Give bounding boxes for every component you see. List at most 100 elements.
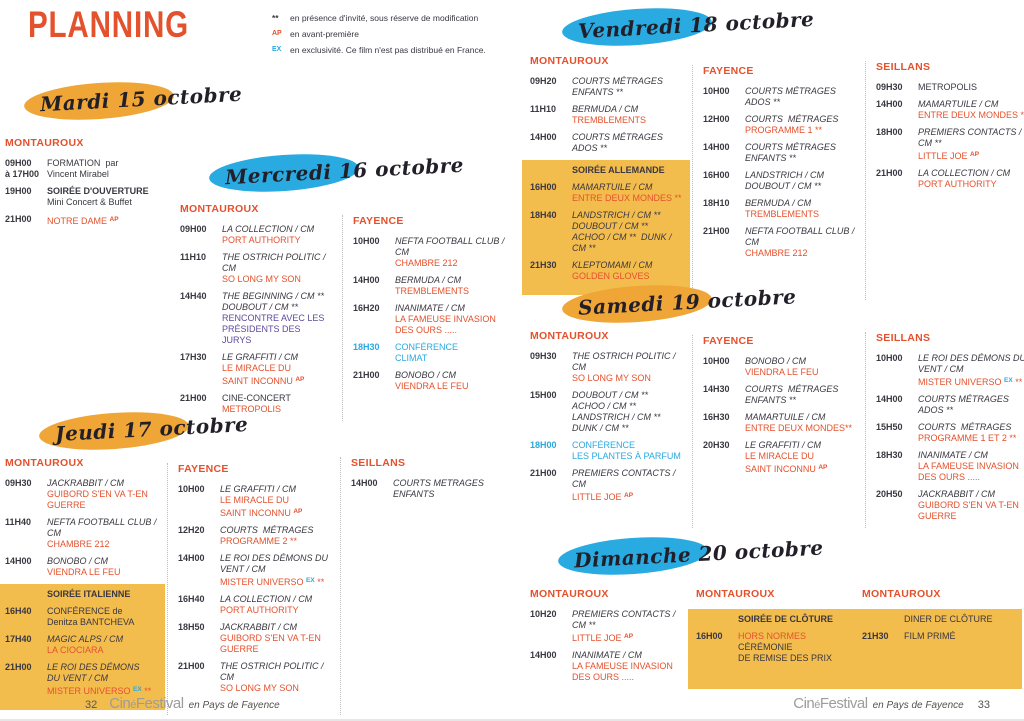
schedule-group: 10H00 NEFTA FOOTBALL CLUB / CM CHAMBRE 212… — [353, 236, 505, 392]
schedule-entry: 10H20 PREMIERS CONTACTS / CM ** LITTLE JOE… — [530, 609, 682, 644]
entry-time: 10H20 — [530, 609, 557, 619]
entry-line: VENT / CM — [220, 564, 266, 574]
entry-line: LE GRAFFITI / CM — [220, 484, 297, 494]
entry-line: ENFANTS ** — [745, 153, 796, 163]
entry-lines: LA COLLECTION / CM PORT AUTHORITY — [222, 224, 332, 246]
day-section-jeudi: Jeudi 17 octobre MONTAUROUX 09H30 JACKRABB… — [0, 407, 510, 715]
schedule-entry: 16H40 CONFÉRENCE de Denitza BANTCHEVA — [5, 606, 157, 628]
entry-time: 21H30 — [862, 631, 889, 641]
schedule-entry: 14H00 BONOBO / CM VIENDRA LE FEU — [5, 556, 157, 578]
entry-line: LE ROI DES DÉMONS — [47, 662, 140, 672]
schedule-entry: 11H40 NEFTA FOOTBALL CLUB / CM CHAMBRE 212 — [5, 517, 157, 550]
entry-line: LA COLLECTION / CM — [220, 594, 313, 604]
entry-lines: BONOBO / CM VIENDRA LE FEU — [395, 370, 505, 392]
entry-line: PREMIERS CONTACTS / CM ** — [918, 127, 1024, 148]
schedule-entry: 21H30 FILM PRIMÉ — [862, 631, 1014, 642]
entry-lines: MAGIC ALPS / CM LA CIOCIARA — [47, 634, 157, 656]
entry-line: ENFANTS ** — [572, 87, 623, 97]
entry-time: 16H00 — [696, 631, 723, 641]
entry-line: ENFANTS — [393, 489, 435, 499]
entry-line: BERMUDA / CM — [395, 275, 462, 285]
entry-lines: LE ROI DES DÉMONS DU VENT / CM MISTER UNIV… — [918, 353, 1024, 388]
entry-line: COURTS MÉTRAGES — [745, 114, 839, 124]
schedule-entry: 16H20 INANIMATE / CM LA FAMEUSE INVASION DE… — [353, 303, 505, 336]
entry-lines: PREMIERS CONTACTS / CM ** LITTLE JOE AP — [918, 127, 1024, 162]
legend-symbol-ap: AP — [272, 30, 282, 37]
entry-line: LE GRAFFITI / CM — [745, 440, 822, 450]
highlighted-event-block: SOIRÉE DE CLÔTURE 16H00 HORS NORMES CÉRÉMON… — [688, 609, 862, 689]
schedule-entry: 09H00 à 17H00 FORMATION par Vincent Mirabel — [5, 158, 165, 180]
entry-line: GUERRE — [918, 511, 957, 521]
entry-line: ADOS ** — [572, 143, 608, 153]
entry-lines: NEFTA FOOTBALL CLUB / CM CHAMBRE 212 — [395, 236, 505, 269]
entry-lines: CONFÉRENCE de Denitza BANTCHEVA — [47, 606, 157, 628]
entry-line: HORS NORMES — [738, 631, 807, 641]
entry-line: PREMIERS CONTACTS / CM ** — [572, 609, 678, 630]
legend-item: AP en avant-première — [272, 29, 486, 39]
entry-lines: NOTRE DAME AP — [47, 214, 165, 227]
entry-lines: SOIRÉE ITALIENNE — [47, 589, 157, 600]
schedule-entry: 09H30 JACKRABBIT / CM GUIBORD S'EN VA T-EN… — [5, 478, 157, 511]
schedule-entry: 10H00 NEFTA FOOTBALL CLUB / CM CHAMBRE 212 — [353, 236, 505, 269]
day-section-vendredi: Vendredi 18 octobre MONTAUROUX 09H20 COURT… — [522, 3, 1024, 300]
schedule-entry: 18H00 PREMIERS CONTACTS / CM ** LITTLE JOE… — [876, 127, 1024, 162]
entry-line: FORMATION par — [47, 158, 119, 168]
entry-time: 14H00 — [703, 142, 730, 152]
schedule-entry: 18H10 BERMUDA / CM TREMBLEMENTS — [703, 198, 855, 220]
entry-line: BONOBO / CM — [47, 556, 109, 566]
entry-time: 14H00 — [876, 99, 903, 109]
logo-tagline: en Pays de Fayence — [872, 700, 964, 711]
schedule-entry: 18H30 CONFÉRENCE CLIMAT — [353, 342, 505, 364]
entry-lines: JACKRABBIT / CM GUIBORD S'EN VA T-EN GUERR… — [918, 489, 1024, 522]
entry-line: PRÉSIDENTS DES JURYS — [222, 324, 304, 345]
schedule-group: 10H00 BONOBO / CM VIENDRA LE FEU 14H30 COURT… — [703, 356, 855, 475]
entry-lines: DOUBOUT / CM ** ACHOO / CM ** LANDSTRICH /… — [572, 390, 682, 434]
entry-lines: DINER DE CLÔTURE — [904, 614, 1014, 625]
venue-header: SEILLANS — [351, 457, 406, 469]
entry-time: 16H20 — [353, 303, 380, 313]
schedule-entry: 18H30 INANIMATE / CM LA FAMEUSE INVASION DE… — [876, 450, 1024, 483]
entry-line: LITTLE JOE AP — [572, 492, 634, 502]
entry-line: RENCONTRE AVEC LES — [222, 313, 325, 323]
entry-line: BERMUDA / CM — [572, 104, 639, 114]
entry-time: 21H00 — [5, 662, 32, 672]
day-section-mercredi: Mercredi 16 octobre MONTAUROUX 09H00 LA CO… — [180, 149, 510, 421]
entry-lines: LA COLLECTION / CM PORT AUTHORITY — [918, 168, 1024, 190]
schedule-entry: 16H40 LA COLLECTION / CM PORT AUTHORITY — [178, 594, 330, 616]
entry-line: Vincent Mirabel — [47, 169, 109, 179]
venue-header: MONTAUROUX — [5, 137, 84, 149]
entry-lines: CONFÉRENCE CLIMAT — [395, 342, 505, 364]
entry-line: METROPOLIS — [222, 404, 282, 414]
schedule-entry: SOIRÉE ALLEMANDE — [530, 165, 682, 176]
entry-lines: THE OSTRICH POLITIC / CM SO LONG MY SON — [572, 351, 682, 384]
schedule-entry: 14H00 COURTS METRAGES ENFANTS — [351, 478, 503, 500]
entry-line: PROGRAMME 2 ** — [220, 536, 298, 546]
entry-time: 14H00 — [351, 478, 378, 488]
entry-line: NEFTA FOOTBALL CLUB / CM — [745, 226, 857, 247]
entry-lines: PREMIERS CONTACTS / CM ** LITTLE JOE AP — [572, 609, 682, 644]
entry-line: GUERRE — [220, 644, 259, 654]
entry-line: METROPOLIS — [918, 82, 978, 92]
entry-line: COURTS MÉTRAGES — [745, 142, 836, 152]
entry-line: ENTRE DEUX MONDES ** — [572, 193, 682, 203]
entry-line: MAMARTUILE / CM — [918, 99, 999, 109]
entry-lines: THE BEGINNING / CM ** DOUBOUT / CM ** RENC… — [222, 291, 332, 346]
entry-line: GUIBORD S'EN VA T-EN — [220, 633, 321, 643]
schedule-entry: 18H00 CONFÉRENCE LES PLANTES À PARFUM — [530, 440, 682, 462]
schedule-entry: 14H00 COURTS MÉTRAGES ADOS ** — [876, 394, 1024, 416]
entry-time: 21H00 — [353, 370, 380, 380]
venue-header: MONTAUROUX — [180, 203, 259, 215]
schedule-entry: 19H00 SOIRÉE D'OUVERTURE Mini Concert & Bu… — [5, 186, 165, 208]
entry-time: 14H40 — [180, 291, 207, 301]
entry-line: COURTS MÉTRAGES — [572, 76, 663, 86]
entry-line: LE MIRACLE DU — [220, 495, 290, 505]
schedule-entry: 09H00 LA COLLECTION / CM PORT AUTHORITY — [180, 224, 332, 246]
entry-line: JACKRABBIT / CM — [918, 489, 996, 499]
schedule-entry: 10H00 COURTS MÉTRAGES ADOS ** — [703, 86, 855, 108]
entry-line: SAINT INCONNU AP — [220, 508, 303, 518]
entry-time: 21H00 — [876, 168, 903, 178]
schedule-entry: 21H30 KLEPTOMAMI / CM GOLDEN GLOVES — [530, 260, 682, 282]
venue-header: SEILLANS — [876, 332, 931, 344]
entry-line: INANIMATE / CM — [572, 650, 642, 660]
entry-line: NEFTA FOOTBALL CLUB / CM — [47, 517, 159, 538]
